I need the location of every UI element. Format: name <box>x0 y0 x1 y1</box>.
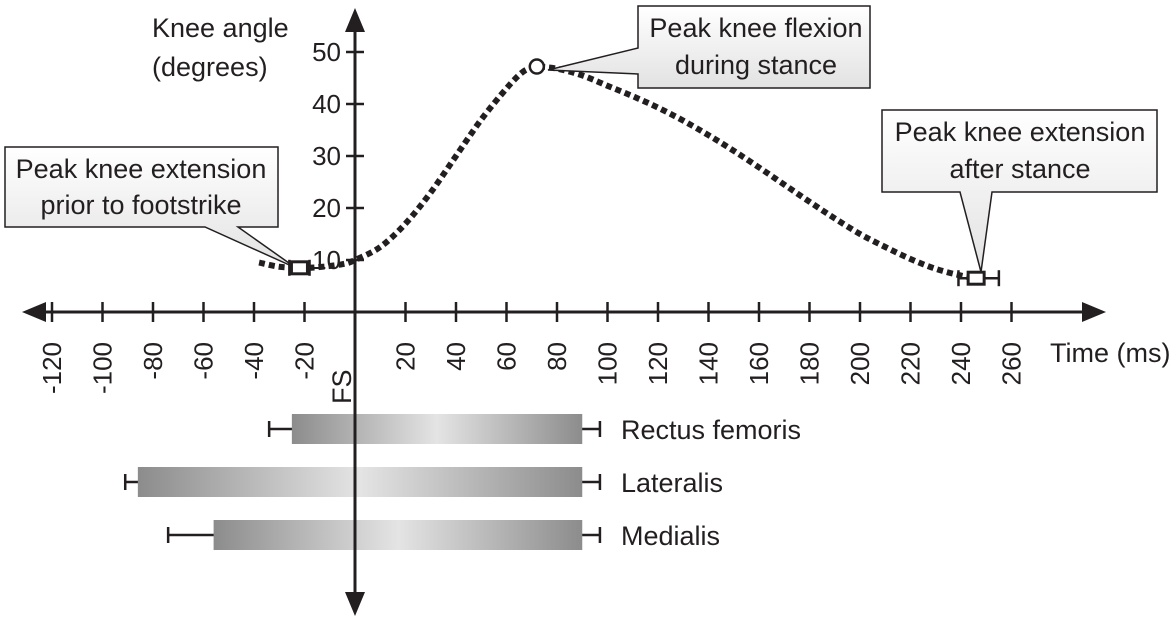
y-tick-label: 20 <box>312 193 341 223</box>
y-axis-title-line-1: Knee angle <box>152 13 289 43</box>
axes <box>22 8 1106 616</box>
x-tick-labels: -120 -100 -80 -60 -40 -20 20 40 60 80 100 120 140 160… <box>37 342 1027 394</box>
callout-prior-line-2: prior to footstrike <box>40 190 241 220</box>
markers <box>288 58 1001 287</box>
callout-flexion-during-stance: Peak knee flexion during stance <box>547 5 871 89</box>
x-tick-label: 160 <box>744 342 774 385</box>
y-tick-labels: 10 20 30 40 50 <box>312 37 341 275</box>
x-tick-label: 200 <box>845 342 875 385</box>
x-tick-label: 220 <box>896 342 926 385</box>
x-tick-label: 40 <box>441 342 471 371</box>
footstrike-label: FS <box>327 369 357 404</box>
x-tick-label: 180 <box>795 342 825 385</box>
x-axis-arrow-left <box>22 302 46 322</box>
x-tick-label: 140 <box>694 342 724 385</box>
callout-prior-box <box>4 146 297 269</box>
callout-prior-to-footstrike: Peak knee extension prior to footstrike <box>4 146 297 269</box>
y-axis-title-line-2: (degrees) <box>152 52 268 82</box>
y-tick-label: 10 <box>312 245 341 275</box>
emg-activity-bars: Rectus femoris Lateralis Medialis <box>123 400 801 600</box>
x-tick-label: -120 <box>37 342 67 394</box>
callout-flexion-line-2: during stance <box>675 50 837 80</box>
y-tick-label: 30 <box>312 141 341 171</box>
x-tick-label: 100 <box>593 342 623 385</box>
emg-bar-label: Rectus femoris <box>621 415 801 445</box>
callout-flexion-box <box>547 5 871 89</box>
callout-after-line-2: after stance <box>949 154 1090 184</box>
emg-bar <box>291 414 583 444</box>
callout-after-stance: Peak knee extension after stance <box>881 109 1158 273</box>
x-tick-label: 240 <box>946 342 976 385</box>
emg-bar-label: Lateralis <box>621 468 723 498</box>
emg-bar <box>137 467 583 497</box>
marker-circle <box>528 58 546 75</box>
x-axis-arrow-right <box>1082 302 1106 322</box>
y-tick-label: 40 <box>312 89 341 119</box>
x-tick-label: 120 <box>643 342 673 385</box>
x-tick-label: 60 <box>492 342 522 371</box>
x-tick-label: 20 <box>391 342 421 371</box>
callout-prior-line-1: Peak knee extension <box>16 154 267 184</box>
callout-flexion-line-1: Peak knee flexion <box>649 13 862 43</box>
knee-angle-curve <box>258 63 977 282</box>
y-axis-arrow-bottom <box>345 592 365 616</box>
emg-bar-label: Medialis <box>621 521 720 551</box>
callout-after-line-1: Peak knee extension <box>895 117 1146 147</box>
y-tick-label: 50 <box>312 37 341 67</box>
x-tick-label: 260 <box>997 342 1027 385</box>
x-axis-title: Time (ms) <box>1050 338 1170 368</box>
emg-bar <box>213 520 583 550</box>
x-tick-label: -20 <box>290 342 320 380</box>
y-axis-arrow-top <box>345 8 365 32</box>
marker-square <box>966 270 986 286</box>
x-tick-label: -60 <box>189 342 219 380</box>
series-line-0 <box>258 63 977 282</box>
x-tick-label: -40 <box>239 342 269 380</box>
callout-after-box <box>881 109 1158 273</box>
marker-square <box>289 260 309 276</box>
x-tick-label: -100 <box>88 342 118 394</box>
x-tick-label: 80 <box>542 342 572 371</box>
x-tick-label: -80 <box>138 342 168 380</box>
